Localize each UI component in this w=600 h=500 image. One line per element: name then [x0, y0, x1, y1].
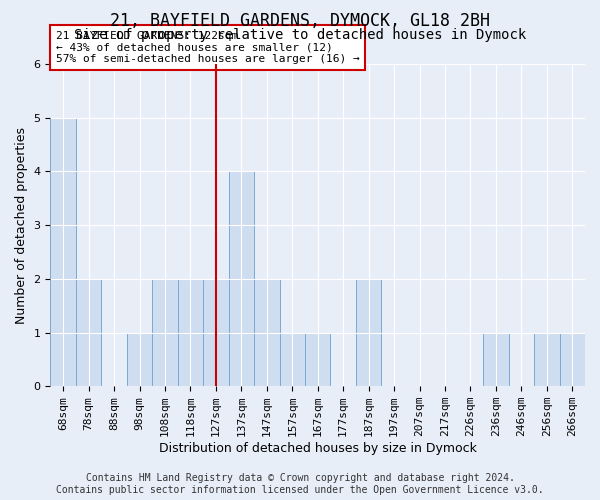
- X-axis label: Distribution of detached houses by size in Dymock: Distribution of detached houses by size …: [159, 442, 476, 455]
- Text: Size of property relative to detached houses in Dymock: Size of property relative to detached ho…: [74, 28, 526, 42]
- Text: Contains HM Land Registry data © Crown copyright and database right 2024.
Contai: Contains HM Land Registry data © Crown c…: [56, 474, 544, 495]
- Bar: [229, 172, 254, 386]
- Bar: [152, 279, 178, 386]
- Text: 21, BAYFIELD GARDENS, DYMOCK, GL18 2BH: 21, BAYFIELD GARDENS, DYMOCK, GL18 2BH: [110, 12, 490, 30]
- Text: 21 BAYFIELD GARDENS: 122sqm
← 43% of detached houses are smaller (12)
57% of sem: 21 BAYFIELD GARDENS: 122sqm ← 43% of det…: [56, 31, 359, 64]
- Bar: [305, 332, 331, 386]
- Bar: [127, 332, 152, 386]
- Bar: [534, 332, 560, 386]
- Bar: [560, 332, 585, 386]
- Bar: [280, 332, 305, 386]
- Bar: [178, 279, 203, 386]
- Bar: [254, 279, 280, 386]
- Bar: [203, 279, 229, 386]
- Bar: [50, 118, 76, 386]
- Bar: [356, 279, 382, 386]
- Y-axis label: Number of detached properties: Number of detached properties: [15, 126, 28, 324]
- Bar: [76, 279, 101, 386]
- Bar: [483, 332, 509, 386]
